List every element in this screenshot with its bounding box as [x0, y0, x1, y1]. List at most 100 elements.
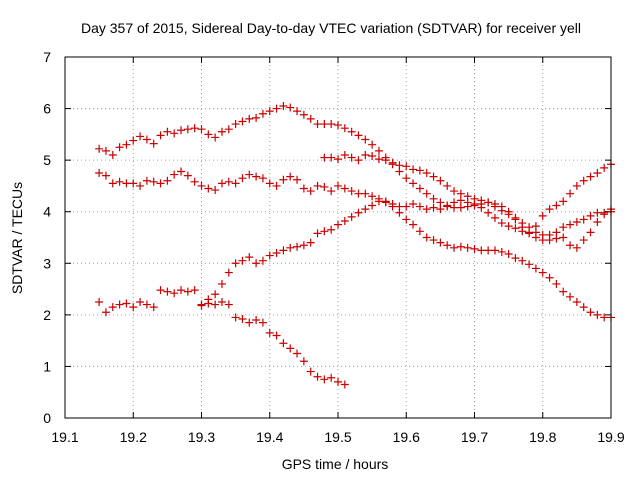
data-point	[450, 198, 459, 207]
data-point	[368, 192, 377, 201]
data-point	[579, 176, 588, 185]
data-point	[327, 120, 336, 129]
data-point	[415, 202, 424, 211]
data-point	[245, 253, 254, 262]
data-point	[245, 170, 254, 179]
x-tick-label: 19.3	[188, 429, 215, 445]
data-point	[477, 196, 486, 205]
data-point	[108, 303, 117, 312]
data-point	[340, 216, 349, 225]
data-point	[395, 208, 404, 217]
data-point	[252, 172, 261, 181]
data-point	[258, 256, 267, 265]
data-point	[511, 224, 520, 233]
data-point	[177, 126, 186, 135]
data-point	[299, 241, 308, 250]
data-point	[470, 244, 479, 253]
data-point	[136, 132, 145, 141]
data-point	[320, 120, 329, 129]
x-tick-label: 19.8	[529, 429, 556, 445]
data-point	[456, 196, 465, 205]
data-point	[340, 124, 349, 133]
data-point	[381, 156, 390, 165]
x-tick-label: 19.6	[393, 429, 420, 445]
data-point	[559, 287, 568, 296]
data-point	[511, 254, 520, 263]
data-point	[313, 229, 322, 238]
data-point	[231, 259, 240, 268]
data-point	[129, 303, 138, 312]
data-point	[231, 179, 240, 188]
data-point	[497, 206, 506, 215]
data-point	[443, 202, 452, 211]
data-point	[559, 197, 568, 206]
data-point	[320, 153, 329, 162]
x-tick-label: 19.1	[51, 429, 78, 445]
data-point	[538, 211, 547, 220]
data-point	[286, 172, 295, 181]
data-point	[443, 181, 452, 190]
data-point	[566, 189, 575, 198]
data-point	[463, 243, 472, 252]
data-point	[142, 300, 151, 309]
data-point	[204, 130, 213, 139]
data-point	[149, 177, 158, 186]
data-point	[115, 143, 124, 152]
data-point	[456, 203, 465, 212]
data-point	[334, 155, 342, 164]
data-point	[149, 139, 158, 148]
data-point	[490, 246, 499, 255]
data-point	[368, 140, 377, 149]
data-point	[552, 279, 561, 288]
data-point	[258, 174, 267, 183]
data-point	[552, 201, 561, 210]
x-tick-label: 19.9	[597, 429, 624, 445]
data-point	[286, 103, 295, 112]
data-point	[190, 124, 199, 133]
data-point	[245, 318, 254, 327]
data-point	[586, 308, 595, 317]
data-point	[129, 179, 138, 188]
data-point	[272, 248, 281, 257]
data-point	[415, 227, 424, 236]
data-point	[170, 289, 179, 298]
data-point	[579, 303, 588, 312]
data-point	[197, 181, 206, 190]
data-point	[327, 153, 336, 162]
data-point	[95, 297, 104, 306]
x-axis-label: GPS time / hours	[282, 456, 389, 472]
data-point	[518, 219, 527, 228]
data-point	[334, 220, 342, 229]
data-point	[115, 177, 124, 186]
data-point	[286, 344, 295, 353]
data-point	[340, 184, 349, 193]
data-point	[217, 297, 226, 306]
data-point	[436, 238, 445, 247]
data-point	[354, 189, 363, 198]
data-point	[197, 301, 206, 310]
data-point	[163, 176, 172, 185]
data-point	[129, 136, 138, 145]
data-point	[409, 179, 418, 188]
data-point	[183, 287, 192, 296]
ticks-layer: 19.1 19.2 19.3 19.4 19.5 19.6 19.7 19.8 19.9 0 1 2 3…	[43, 49, 625, 445]
data-point	[436, 198, 445, 207]
data-point	[204, 184, 213, 193]
data-point	[272, 104, 281, 113]
data-point	[122, 179, 131, 188]
series-track-b	[95, 167, 615, 239]
data-point	[477, 246, 486, 255]
data-point	[586, 228, 595, 237]
data-point	[415, 166, 424, 175]
data-point	[163, 127, 172, 136]
data-point	[531, 264, 540, 273]
data-point	[306, 187, 315, 196]
data-point	[272, 181, 281, 190]
data-point	[504, 250, 513, 259]
data-point	[422, 233, 431, 242]
data-point	[252, 259, 261, 268]
data-point	[395, 161, 404, 170]
data-point	[415, 184, 424, 193]
y-axis-label: SDTVAR / TECUs	[9, 182, 25, 294]
data-point	[211, 186, 220, 195]
